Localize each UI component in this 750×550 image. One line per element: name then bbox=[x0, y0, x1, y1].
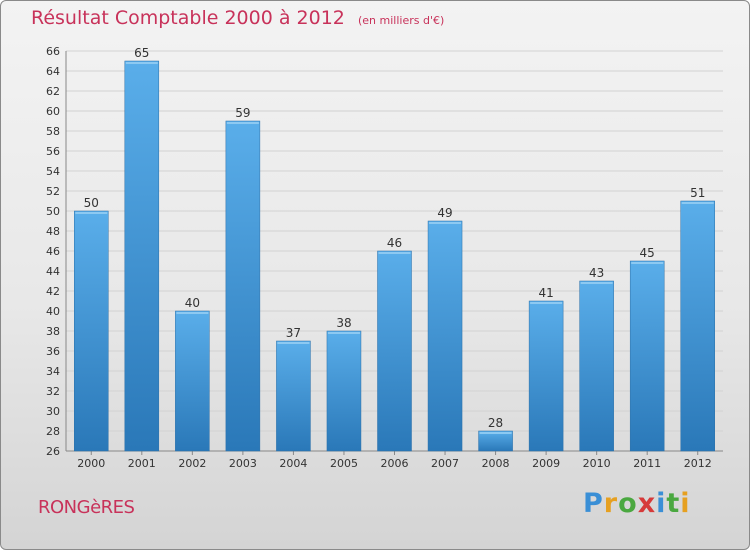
chart-title-main: Résultat Comptable 2000 à 2012 bbox=[31, 7, 345, 29]
commune-name: RONGèRES bbox=[38, 497, 135, 518]
y-tick-label: 30 bbox=[46, 405, 60, 418]
logo-letter: x bbox=[637, 488, 657, 519]
proxiti-logo: Proxiti bbox=[583, 488, 691, 519]
x-tick-label: 2007 bbox=[431, 457, 459, 470]
y-tick-label: 54 bbox=[46, 165, 60, 178]
bar-2011 bbox=[629, 260, 665, 452]
data-label-2010: 43 bbox=[589, 266, 604, 280]
data-label-2001: 65 bbox=[134, 46, 149, 60]
bar-highlight bbox=[378, 252, 411, 254]
bar-2007 bbox=[427, 220, 463, 452]
data-label-2002: 40 bbox=[185, 296, 200, 310]
y-tick-label: 40 bbox=[46, 305, 60, 318]
bar-2000 bbox=[74, 210, 109, 452]
x-tick-label: 2010 bbox=[583, 457, 611, 470]
data-label-2008: 28 bbox=[488, 416, 503, 430]
logo-letter: o bbox=[618, 488, 638, 519]
bar-2010 bbox=[579, 280, 614, 452]
y-tick-label: 64 bbox=[46, 65, 60, 78]
x-tick-label: 2001 bbox=[128, 457, 156, 470]
bar-highlight bbox=[530, 302, 563, 304]
x-tick-label: 2002 bbox=[178, 457, 206, 470]
y-tick-label: 34 bbox=[46, 365, 60, 378]
bar-2009 bbox=[528, 300, 564, 452]
y-tick-label: 46 bbox=[46, 245, 60, 258]
data-label-2006: 46 bbox=[387, 236, 402, 250]
x-tick-label: 2004 bbox=[279, 457, 307, 470]
y-tick-label: 38 bbox=[46, 325, 60, 338]
y-tick-label: 66 bbox=[46, 45, 60, 58]
y-tick-label: 50 bbox=[46, 205, 60, 218]
y-tick-label: 32 bbox=[46, 385, 60, 398]
x-tick-label: 2009 bbox=[532, 457, 560, 470]
data-label-2012: 51 bbox=[690, 186, 705, 200]
bar-2005 bbox=[326, 330, 362, 452]
data-label-2011: 45 bbox=[640, 246, 655, 260]
y-tick-label: 42 bbox=[46, 285, 60, 298]
bar-highlight bbox=[125, 62, 158, 64]
bar-highlight bbox=[277, 342, 310, 344]
data-label-2007: 49 bbox=[437, 206, 452, 220]
x-tick-label: 2003 bbox=[229, 457, 257, 470]
bar-highlight bbox=[226, 122, 259, 124]
chart-title-unit: (en milliers d'€) bbox=[357, 14, 445, 27]
bar-2002 bbox=[175, 310, 210, 452]
logo-letter: t bbox=[666, 488, 681, 519]
bar-2008 bbox=[478, 430, 513, 452]
y-tick-label: 62 bbox=[46, 85, 60, 98]
y-tick-label: 52 bbox=[46, 185, 60, 198]
x-tick-label: 2000 bbox=[77, 457, 105, 470]
logo-letter: i bbox=[656, 488, 667, 519]
y-tick-label: 26 bbox=[46, 445, 60, 458]
y-tick-label: 36 bbox=[46, 345, 60, 358]
y-tick-label: 44 bbox=[46, 265, 60, 278]
bar-highlight bbox=[479, 432, 512, 434]
bar-highlight bbox=[681, 202, 714, 204]
data-label-2003: 59 bbox=[235, 106, 250, 120]
x-tick-label: 2006 bbox=[381, 457, 409, 470]
bar-highlight bbox=[429, 222, 462, 224]
logo-letter: i bbox=[680, 488, 691, 519]
bar-2004 bbox=[276, 340, 311, 452]
bar-highlight bbox=[176, 312, 209, 314]
bar-highlight bbox=[631, 262, 664, 264]
y-tick-label: 60 bbox=[46, 105, 60, 118]
bar-2006 bbox=[377, 250, 412, 452]
data-label-2000: 50 bbox=[84, 196, 99, 210]
chart-title: Résultat Comptable 2000 à 2012 (en milli… bbox=[31, 7, 444, 29]
y-tick-label: 58 bbox=[46, 125, 60, 138]
bar-2003 bbox=[225, 120, 261, 452]
bar-highlight bbox=[580, 282, 613, 284]
logo-letter: P bbox=[583, 488, 604, 519]
logo-letter: r bbox=[603, 488, 619, 519]
x-tick-label: 2012 bbox=[684, 457, 712, 470]
data-label-2004: 37 bbox=[286, 326, 301, 340]
bar-highlight bbox=[75, 212, 108, 214]
y-tick-label: 56 bbox=[46, 145, 60, 158]
y-tick-label: 48 bbox=[46, 225, 60, 238]
data-label-2005: 38 bbox=[336, 316, 351, 330]
bar-2012 bbox=[680, 200, 715, 452]
x-tick-label: 2008 bbox=[482, 457, 510, 470]
x-tick-label: 2011 bbox=[633, 457, 661, 470]
x-tick-label: 2005 bbox=[330, 457, 358, 470]
data-label-2009: 41 bbox=[538, 286, 553, 300]
bar-2001 bbox=[124, 60, 160, 452]
bar-highlight bbox=[327, 332, 360, 334]
y-tick-label: 28 bbox=[46, 425, 60, 438]
